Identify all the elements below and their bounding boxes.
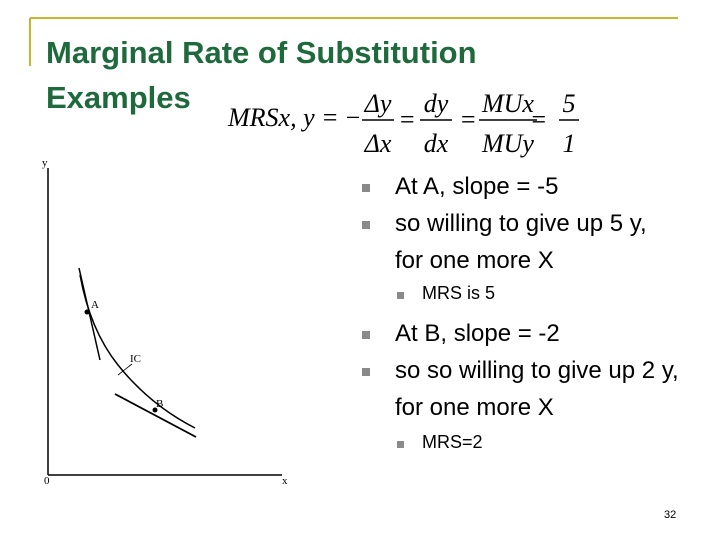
point-a (84, 309, 90, 315)
bullet-marker (397, 441, 404, 448)
point-b (152, 407, 158, 413)
numerator: MUx (481, 89, 534, 118)
curve-pointer (117, 363, 133, 376)
tangent-b (114, 393, 197, 438)
formula-lhs: MRSx, y = (227, 103, 339, 132)
sub-bullet-text: MRS is 5 (422, 283, 496, 303)
denominator: dx (424, 129, 449, 158)
x-axis-label: x (282, 475, 288, 487)
bullet-marker (362, 184, 370, 192)
tangent-a (78, 267, 101, 361)
equals-sign: = (530, 105, 548, 134)
curve-label: IC (130, 353, 141, 365)
equals-sign: = (459, 105, 477, 134)
point-b-label: B (156, 398, 163, 410)
bullet-marker (362, 331, 370, 339)
bullet-text: At A, slope = -5 (395, 173, 559, 200)
diagram: y x 0 A B IC (42, 157, 288, 487)
origin-label: 0 (44, 475, 50, 487)
bullet-text: At B, slope = -2 (395, 320, 560, 347)
numerator: Δy (364, 89, 392, 118)
bullet-marker (362, 368, 370, 376)
denominator: Δx (364, 129, 392, 158)
denominator: MUy (481, 129, 534, 158)
bullet-marker (362, 221, 370, 229)
formula-minus: − (344, 103, 362, 132)
y-axis-label: y (42, 157, 48, 169)
bullet-marker (397, 292, 404, 299)
numerator: dy (424, 89, 449, 118)
bullet-text: so so willing to give up 2 y, for one mo… (395, 357, 679, 421)
bullet-text: so willing to give up 5 y, for one more … (395, 210, 647, 274)
numerator: 5 (563, 89, 576, 118)
sub-bullet-text: MRS=2 (422, 432, 483, 452)
point-a-label: A (91, 299, 99, 311)
denominator: 1 (563, 129, 576, 158)
page-number: 32 (664, 509, 677, 521)
slide-title: Marginal Rate of Substitution Examples (46, 35, 477, 115)
equals-sign: = (398, 105, 416, 134)
